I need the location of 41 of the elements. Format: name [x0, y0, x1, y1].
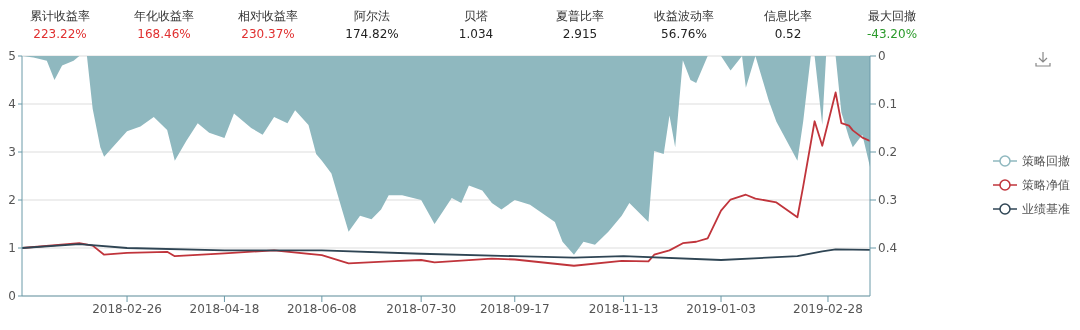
- text: 230.37%: [240, 27, 296, 41]
- text: 年化收益率: [133, 8, 195, 25]
- text: 174.82%: [344, 27, 400, 41]
- x-tick-label: 2018-11-13: [588, 301, 659, 316]
- text: 阿尔法: [353, 8, 391, 25]
- text: 贝塔: [463, 8, 489, 25]
- y-tick-label: 3: [8, 145, 16, 160]
- x-tick-label: 2018-06-08: [286, 301, 357, 316]
- line-series: [22, 243, 870, 261]
- text: 累计收益率: [29, 8, 91, 25]
- text: 最大回撤: [867, 8, 917, 25]
- y2-tick-label: 0.4: [878, 241, 898, 256]
- legend-label: 策略回撤: [1022, 153, 1070, 170]
- text: 0.52: [773, 27, 803, 41]
- y-tick-label: 2: [8, 193, 16, 208]
- x-tick-label: 2018-02-26: [92, 301, 162, 316]
- y-tick-label: 4: [8, 97, 16, 112]
- y2-tick-label: 0: [878, 49, 886, 64]
- text: 168.46%: [136, 27, 192, 41]
- x-tick-label: 2018-09-17: [479, 301, 550, 316]
- y2-tick-label: 0.1: [878, 97, 898, 112]
- x-tick-label: 2018-07-30: [386, 301, 457, 316]
- text: 夏普比率: [555, 8, 605, 25]
- text: 1.034: [457, 27, 495, 41]
- y-tick-label: 0: [8, 289, 16, 304]
- legend-label: 业绩基准: [1022, 201, 1070, 218]
- y-tick-label: 5: [8, 49, 16, 64]
- y-tick-label: 1: [8, 241, 16, 256]
- text: 56.76%: [660, 27, 708, 41]
- x-tick-label: 2019-02-28: [793, 301, 863, 316]
- x-tick-label: 2019-01-03: [686, 301, 756, 316]
- text: 信息比率: [763, 8, 813, 25]
- text: -43.20%: [865, 27, 919, 41]
- text: 223.22%: [32, 27, 88, 41]
- text: 收益波动率: [653, 8, 715, 25]
- text: 相对收益率: [237, 8, 299, 25]
- text: 2.915: [561, 27, 599, 41]
- x-tick-label: 2018-04-18: [189, 301, 260, 316]
- legend-label: 策略净值: [1022, 177, 1070, 194]
- y2-tick-label: 0.3: [878, 193, 898, 208]
- y2-tick-label: 0.2: [878, 145, 898, 160]
